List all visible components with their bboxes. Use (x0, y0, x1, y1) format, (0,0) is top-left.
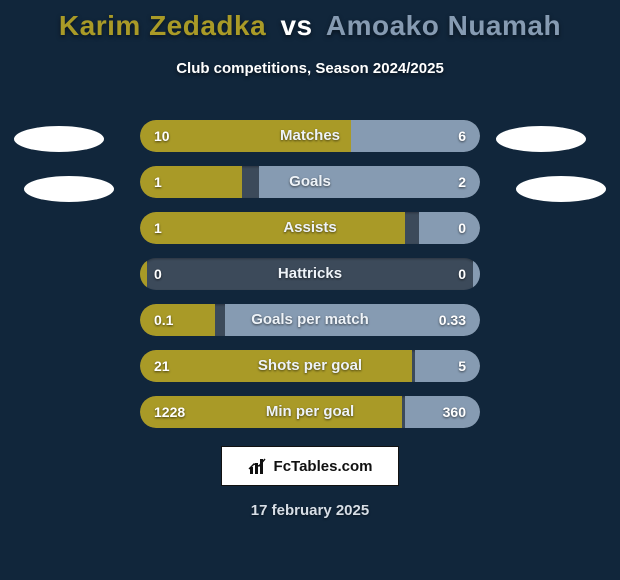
stat-row: Shots per goal215 (140, 350, 480, 382)
stat-value-right: 5 (458, 350, 466, 382)
subtitle: Club competitions, Season 2024/2025 (0, 60, 620, 77)
bar-fill-right (473, 258, 480, 290)
brand-text: FcTables.com (274, 458, 373, 475)
bar-fill-right (419, 212, 480, 244)
stat-value-right: 360 (443, 396, 466, 428)
decorative-oval (24, 176, 114, 202)
stat-value-left: 1 (154, 212, 162, 244)
bar-fill-right (259, 166, 480, 198)
stat-value-left: 1 (154, 166, 162, 198)
chart-icon (248, 456, 268, 476)
stat-value-right: 0.33 (439, 304, 466, 336)
player-right-name: Amoako Nuamah (326, 10, 561, 41)
stat-value-left: 0 (154, 258, 162, 290)
stat-value-right: 0 (458, 212, 466, 244)
stat-row: Min per goal1228360 (140, 396, 480, 428)
stat-value-right: 0 (458, 258, 466, 290)
stat-value-left: 1228 (154, 396, 185, 428)
player-left-name: Karim Zedadka (59, 10, 266, 41)
stat-value-left: 21 (154, 350, 170, 382)
comparison-infographic: Karim Zedadka vs Amoako Nuamah Club comp… (0, 0, 620, 580)
stat-row: Hattricks0 0 (140, 258, 480, 290)
stat-rows: Matches106Goals12Assists10Hattricks00Goa… (140, 120, 480, 442)
stat-value-right: 2 (458, 166, 466, 198)
bar-fill-left (140, 258, 147, 290)
bar-fill-left (140, 120, 351, 152)
footer-date: 17 february 2025 (0, 502, 620, 519)
stat-row: Matches106 (140, 120, 480, 152)
stat-row: Assists10 (140, 212, 480, 244)
decorative-oval (14, 126, 104, 152)
bar-fill-right (415, 350, 480, 382)
decorative-oval (496, 126, 586, 152)
brand-badge[interactable]: FcTables.com (221, 446, 399, 486)
stat-row: Goals12 (140, 166, 480, 198)
bar-fill-left (140, 350, 412, 382)
bar-fill-left (140, 304, 215, 336)
page-title: Karim Zedadka vs Amoako Nuamah (0, 0, 620, 42)
bar-fill-left (140, 212, 405, 244)
stat-label: Hattricks (140, 258, 480, 290)
decorative-oval (516, 176, 606, 202)
stat-value-left: 10 (154, 120, 170, 152)
vs-separator: vs (280, 10, 312, 41)
stat-value-left: 0.1 (154, 304, 173, 336)
stat-value-right: 6 (458, 120, 466, 152)
stat-row: Goals per match0.10.33 (140, 304, 480, 336)
